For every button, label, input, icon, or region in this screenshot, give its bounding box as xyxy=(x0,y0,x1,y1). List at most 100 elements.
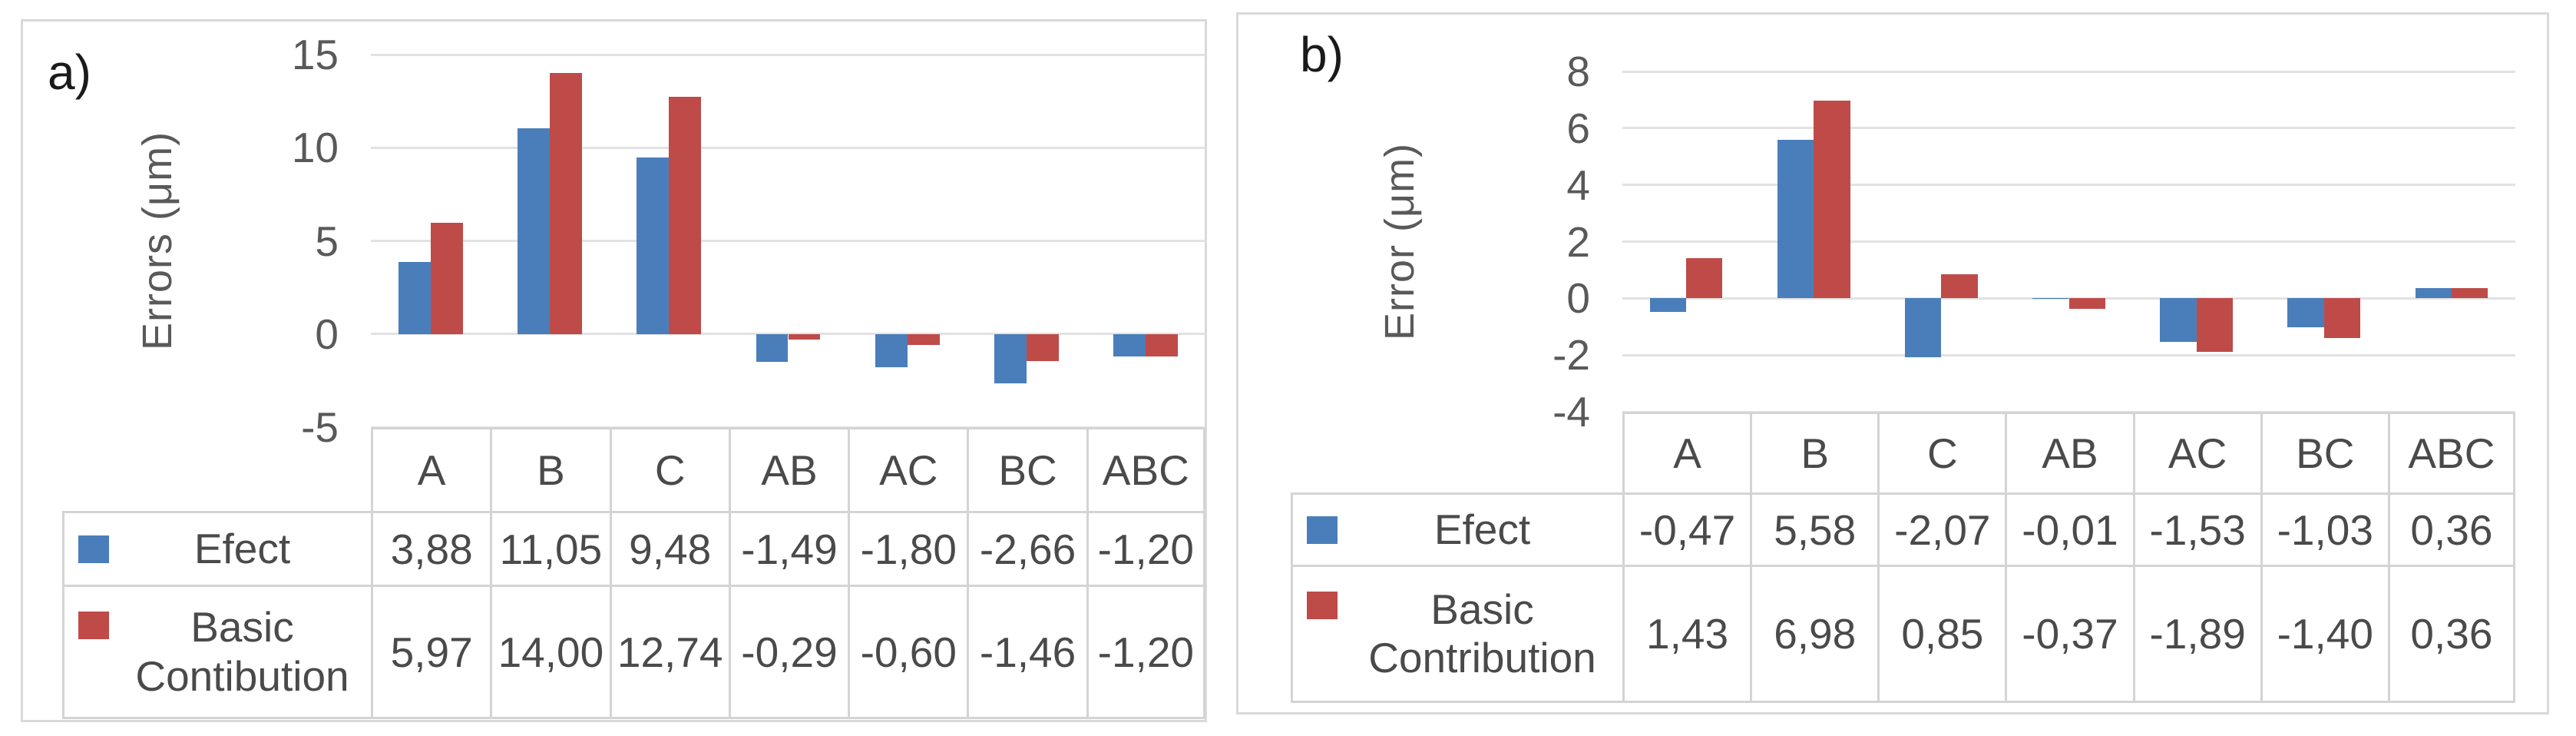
bar-basic-contribution-A xyxy=(1686,257,1723,299)
value-efect-C: 9,48 xyxy=(609,511,729,585)
value-basic-contribution-AB: -0,37 xyxy=(2005,565,2133,703)
bar-efect-BC xyxy=(2287,298,2324,328)
value-efect-BC: -1,03 xyxy=(2260,492,2388,565)
bar-efect-AC xyxy=(2160,298,2197,342)
bar-basic-contibution-BC xyxy=(1027,333,1059,362)
legend-label-basic-contribution: Basic Contribution xyxy=(1368,585,1596,681)
bar-efect-A xyxy=(1649,298,1687,312)
gridline-y6 xyxy=(1622,127,2515,130)
col-header-AB: AB xyxy=(728,427,848,511)
legend-swatch-basic-contribution xyxy=(1307,592,1338,619)
col-header-AB: AB xyxy=(2005,412,2133,492)
table-header-spacer xyxy=(1291,412,1622,492)
value-efect-BC: -2,66 xyxy=(967,511,1086,585)
chart-panel-a: a) Errors (μm) 15 10 5 0 -5 A B C AB AC BC ABC Efect… xyxy=(21,19,1207,722)
col-header-ABC: ABC xyxy=(1086,427,1205,511)
bar-basic-contribution-BC xyxy=(2323,298,2361,338)
gridline-y2 xyxy=(1622,240,2515,243)
legend-item-efect: Efect xyxy=(1291,492,1622,565)
y-axis-tick-label: 2 xyxy=(1566,217,1590,266)
value-basic-contribution-AC: -1,89 xyxy=(2132,565,2260,703)
bar-efect-C xyxy=(637,157,670,334)
value-basic-contibution-AC: -0,60 xyxy=(848,585,967,719)
value-basic-contibution-B: 14,00 xyxy=(490,585,610,719)
bar-basic-contribution-AC xyxy=(2196,298,2233,353)
gridline-y15 xyxy=(371,53,1205,56)
col-header-AC: AC xyxy=(848,427,967,511)
y-axis-tick-label: 10 xyxy=(291,124,339,172)
bar-efect-AC xyxy=(875,333,908,368)
col-header-A: A xyxy=(1622,412,1751,492)
value-basic-contribution-BC: -1,40 xyxy=(2260,565,2388,703)
y-axis-tick-label: 5 xyxy=(315,217,339,265)
value-efect-AB: -1,49 xyxy=(728,511,848,585)
bar-basic-contribution-ABC xyxy=(2451,288,2488,299)
bar-basic-contibution-AB xyxy=(788,333,821,340)
bar-efect-A xyxy=(398,261,431,334)
gridline-y-2 xyxy=(1622,353,2515,356)
gridline-y10 xyxy=(371,146,1205,149)
gridline-y8 xyxy=(1622,70,2515,73)
bar-basic-contribution-AB xyxy=(2068,298,2105,309)
value-basic-contribution-C: 0,85 xyxy=(1877,565,2006,703)
legend-swatch-efect xyxy=(1307,516,1338,544)
y-axis-tick-label: -4 xyxy=(1553,388,1590,436)
bar-efect-B xyxy=(1777,140,1814,299)
value-efect-B: 11,05 xyxy=(490,511,610,585)
value-efect-A: 3,88 xyxy=(371,511,491,585)
bar-efect-ABC xyxy=(1113,333,1146,356)
value-efect-AC: -1,53 xyxy=(2132,492,2260,565)
bar-efect-AB xyxy=(2032,298,2069,300)
value-basic-contibution-AB: -0,29 xyxy=(728,585,848,719)
value-efect-A: -0,47 xyxy=(1622,492,1751,565)
y-axis-tick-label: 6 xyxy=(1566,104,1590,152)
bar-basic-contribution-C xyxy=(1941,274,1978,299)
data-table: A B C AB AC BC ABC Efect 3,88 11,05 9,48 -1,49 -1,80… xyxy=(62,427,1205,719)
legend-label-efect: Efect xyxy=(1433,505,1531,553)
data-table: A B C AB AC BC ABC Efect -0,47 5,58 -2,07 -0,01 -1,5… xyxy=(1291,412,2515,703)
value-basic-contribution-B: 6,98 xyxy=(1750,565,1878,703)
bar-basic-contibution-ABC xyxy=(1146,333,1179,356)
bar-efect-BC xyxy=(994,333,1027,384)
bar-basic-contibution-A xyxy=(430,222,463,334)
value-basic-contibution-ABC: -1,20 xyxy=(1086,585,1205,719)
legend-label-efect: Efect xyxy=(193,524,291,572)
value-efect-C: -2,07 xyxy=(1877,492,2006,565)
legend-swatch-efect xyxy=(78,535,109,563)
col-header-B: B xyxy=(1750,412,1878,492)
legend-item-basic-contibution: Basic Contibution xyxy=(62,585,371,719)
chart-panel-b: b) Error (μm) 8 6 4 2 0 -2 -4 A B C AB AC BC ABC Efect… xyxy=(1236,12,2549,714)
value-basic-contibution-A: 5,97 xyxy=(371,585,491,719)
y-axis-tick-label: 15 xyxy=(291,31,339,78)
legend-swatch-basic-contibution xyxy=(78,612,109,639)
y-axis-tick-label: 0 xyxy=(1566,274,1590,323)
value-basic-contribution-ABC: 0,36 xyxy=(2387,565,2515,703)
value-efect-AB: -0,01 xyxy=(2005,492,2133,565)
col-header-C: C xyxy=(609,427,729,511)
value-efect-ABC: -1,20 xyxy=(1086,511,1205,585)
col-header-B: B xyxy=(490,427,610,511)
gridline-y5 xyxy=(371,240,1205,242)
bar-basic-contibution-C xyxy=(669,96,702,334)
legend-item-efect: Efect xyxy=(62,511,371,585)
legend-item-basic-contribution: Basic Contribution xyxy=(1291,565,1622,703)
bar-basic-contibution-B xyxy=(549,73,582,334)
y-axis-tick-label: 4 xyxy=(1566,161,1590,209)
col-header-A: A xyxy=(371,427,491,511)
legend-label-basic-contibution: Basic Contibution xyxy=(135,603,349,700)
y-axis-tick-label: -5 xyxy=(301,403,339,451)
y-axis-tick-label: 0 xyxy=(315,310,339,358)
bar-efect-ABC xyxy=(2415,288,2452,299)
value-basic-contribution-A: 1,43 xyxy=(1622,565,1751,703)
col-header-BC: BC xyxy=(2260,412,2388,492)
bar-basic-contibution-AC xyxy=(907,333,940,346)
bar-basic-contribution-B xyxy=(1814,100,1850,299)
panel-label-b: b) xyxy=(1300,27,1344,82)
bar-efect-C xyxy=(1905,298,1942,357)
value-basic-contibution-C: 12,74 xyxy=(609,585,729,719)
table-header-spacer xyxy=(62,427,371,511)
bar-efect-B xyxy=(518,128,550,334)
panel-label-a: a) xyxy=(48,45,91,100)
col-header-BC: BC xyxy=(967,427,1086,511)
col-header-C: C xyxy=(1877,412,2006,492)
